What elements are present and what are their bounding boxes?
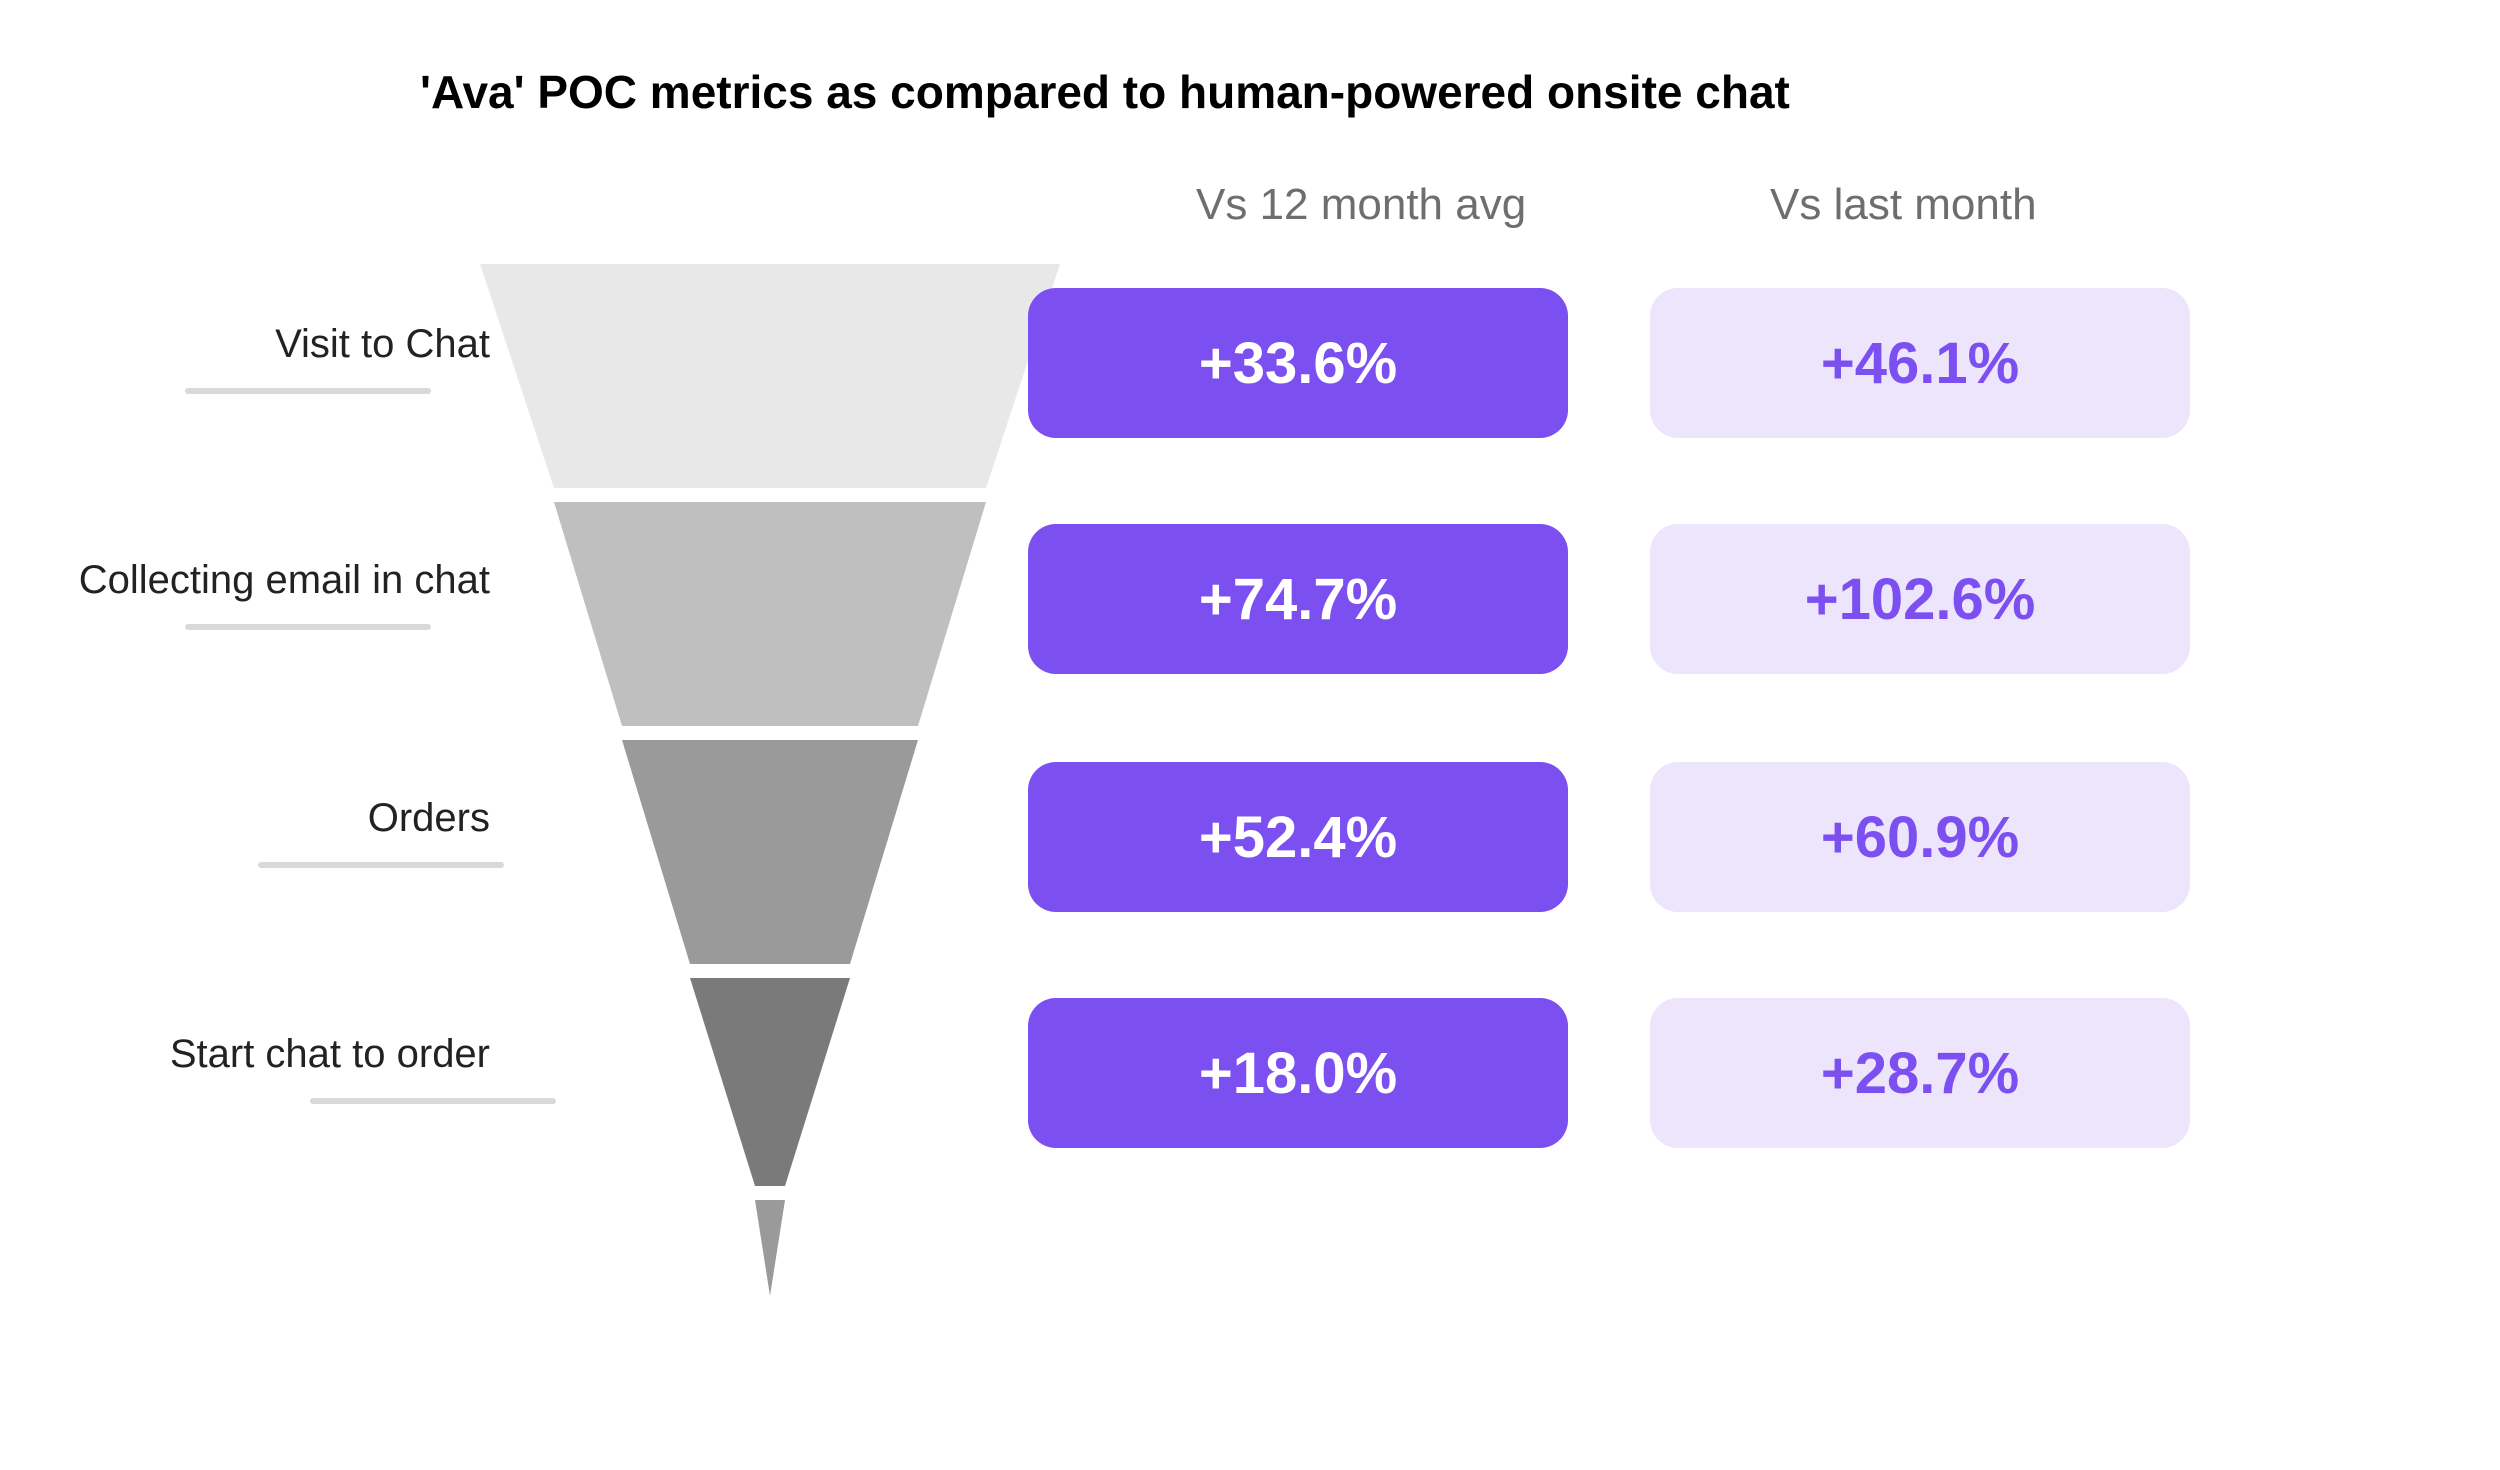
metric-pill-12mo: +18.0% — [1028, 998, 1568, 1148]
funnel-tip — [755, 1200, 785, 1296]
metric-pill-last-month: +28.7% — [1650, 998, 2190, 1148]
stage-label: Start chat to order — [50, 1032, 490, 1077]
stage-underline — [258, 862, 504, 868]
metric-pill-12mo: +52.4% — [1028, 762, 1568, 912]
stage-label: Collecting email in chat — [50, 558, 490, 603]
funnel-segment — [622, 740, 918, 964]
metric-pill-last-month: +102.6% — [1650, 524, 2190, 674]
column-header-12mo: Vs 12 month avg — [1196, 180, 1526, 230]
stage-label: Orders — [50, 796, 490, 841]
funnel-segment — [480, 264, 1060, 488]
metric-pill-last-month: +46.1% — [1650, 288, 2190, 438]
funnel-icon — [470, 264, 1070, 1316]
infographic-canvas: 'Ava' POC metrics as compared to human-p… — [0, 0, 2500, 1470]
metric-pill-12mo: +74.7% — [1028, 524, 1568, 674]
stage-underline — [310, 1098, 556, 1104]
stage-underline — [185, 624, 431, 630]
metric-pill-last-month: +60.9% — [1650, 762, 2190, 912]
chart-title: 'Ava' POC metrics as compared to human-p… — [420, 65, 1790, 119]
stage-label: Visit to Chat — [50, 322, 490, 367]
funnel-segment — [690, 978, 850, 1186]
column-header-last-month: Vs last month — [1770, 180, 2037, 230]
stage-underline — [185, 388, 431, 394]
metric-pill-12mo: +33.6% — [1028, 288, 1568, 438]
funnel-segment — [554, 502, 986, 726]
